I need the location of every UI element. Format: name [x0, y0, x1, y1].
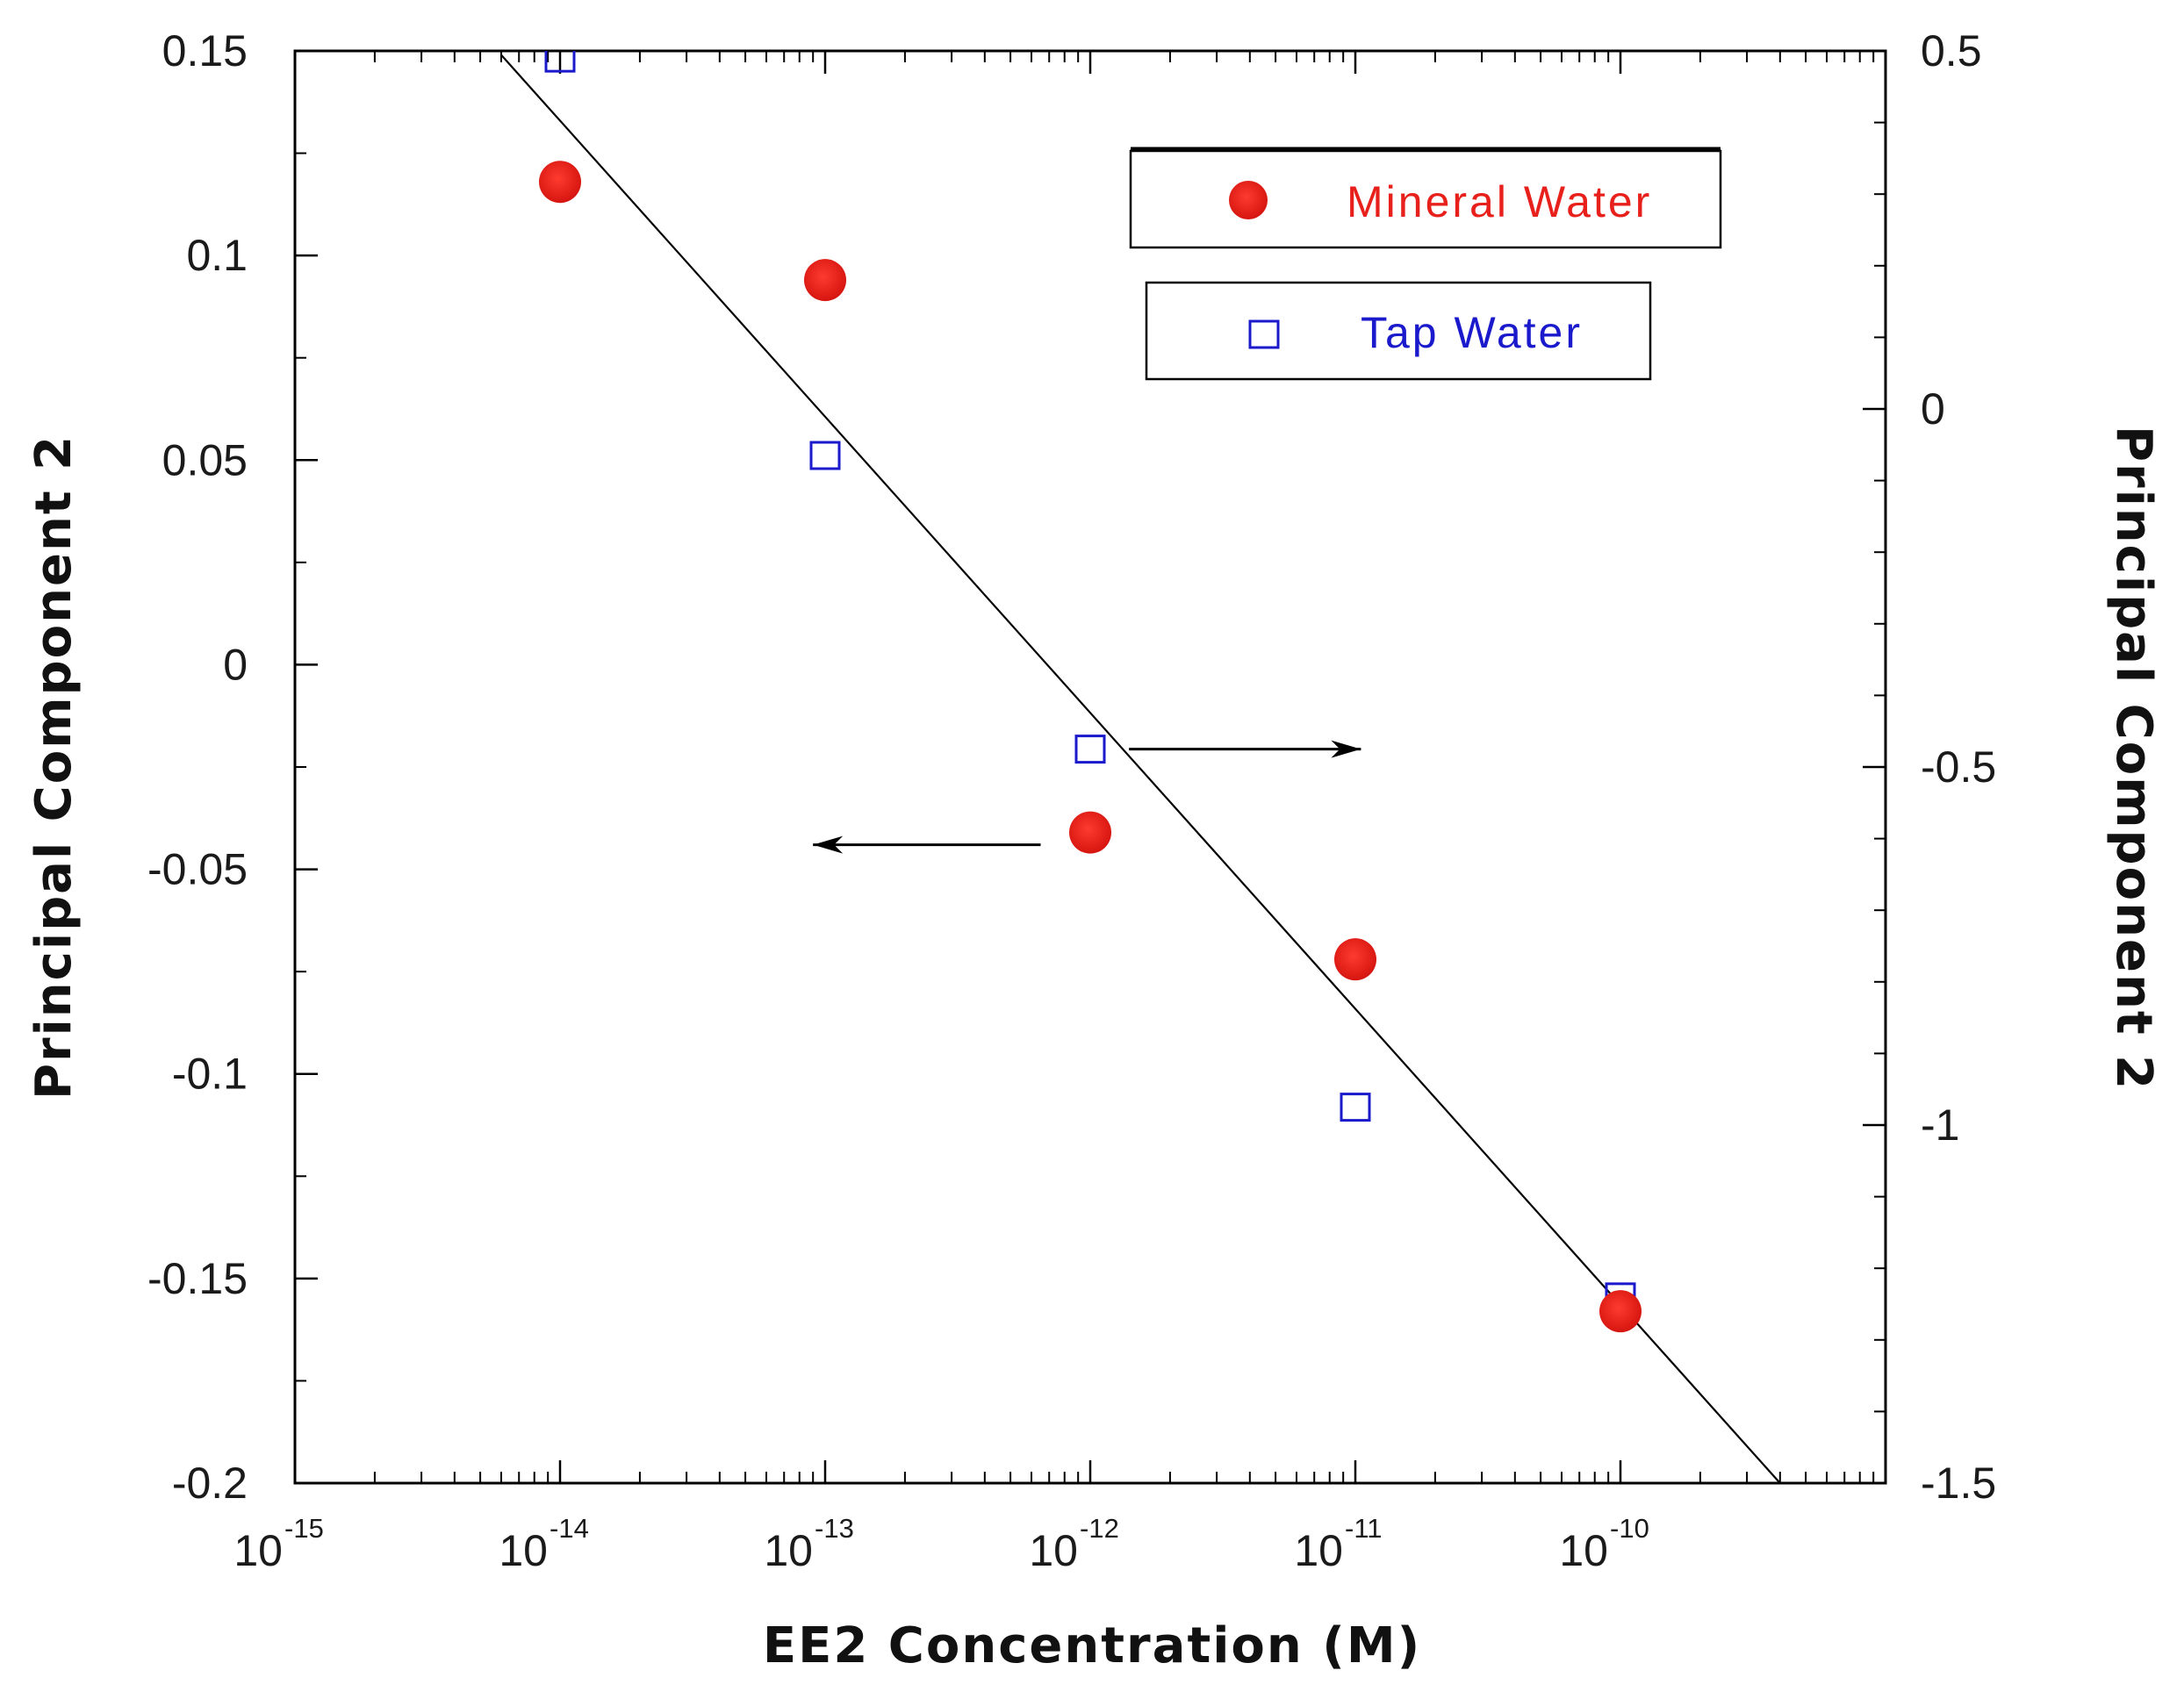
x-tick-label-base: 10 [233, 1526, 283, 1575]
y-right-tick-labels: 0.5 0 -0.5 -1 -1.5 [1921, 26, 1996, 1508]
y-left-axis-title: Principal Component 2 [25, 434, 83, 1100]
x-tick-label: 10 -12 [1029, 1513, 1118, 1575]
y-right-axis-title: Principal Component 2 [2105, 426, 2162, 1091]
plot-frame [293, 49, 1887, 1485]
x-tick-label: 10 -11 [1294, 1513, 1382, 1575]
legend-marker-mineral [1229, 181, 1268, 219]
minor-ticks [295, 51, 1886, 1483]
x-tick-label-base: 10 [764, 1526, 813, 1575]
y-right-tick-label: -1.5 [1921, 1459, 1996, 1508]
arrow-right [1129, 740, 1361, 758]
y-left-tick-label: -0.2 [172, 1459, 248, 1508]
y-left-tick-label: 0 [223, 640, 248, 689]
x-tick-label-exponent: -13 [815, 1513, 854, 1544]
x-tick-label-exponent: -10 [1610, 1513, 1649, 1544]
x-axis-title: EE2 Concentration (M) [763, 1617, 1421, 1674]
x-tick-label: 10 -13 [764, 1513, 853, 1575]
y-left-tick-label: 0.05 [162, 435, 248, 484]
tap-water-point [1340, 1093, 1371, 1122]
x-tick-label: 10 -15 [233, 1513, 323, 1575]
x-tick-label-exponent: -14 [550, 1513, 589, 1544]
x-tick-label-base: 10 [499, 1526, 548, 1575]
series-mineral-water [539, 161, 1642, 1333]
x-tick-label-exponent: -15 [284, 1513, 324, 1544]
legend-label-tap: Tap Water [1361, 308, 1583, 357]
y-right-tick-label: 0.5 [1921, 26, 1982, 75]
legend-box-tap [1145, 281, 1652, 381]
tap-water-point [544, 51, 576, 73]
y-left-tick-label: 0.15 [162, 26, 248, 75]
y-right-tick-label: 0 [1921, 384, 1945, 434]
annotation-arrows [813, 740, 1361, 854]
arrow-left [813, 835, 1041, 854]
y-left-tick-labels: 0.15 0.1 0.05 0 -0.05 -0.1 -0.15 -0.2 [147, 26, 248, 1508]
mineral-water-point [804, 259, 846, 302]
mineral-water-point [1599, 1290, 1642, 1333]
arrow-head [813, 835, 844, 854]
x-tick-labels: 10 -15 10 -14 10 -13 10 -12 10 -11 10 -10 [233, 1513, 1649, 1575]
x-tick-label-base: 10 [1029, 1526, 1078, 1575]
y-right-tick-label: -0.5 [1921, 742, 1996, 792]
arrow-head [1331, 740, 1361, 758]
x-tick-label-exponent: -12 [1080, 1513, 1119, 1544]
x-tick-label-base: 10 [1294, 1526, 1343, 1575]
y-left-tick-label: -0.15 [147, 1254, 248, 1303]
x-tick-label: 10 -10 [1559, 1513, 1649, 1575]
legend-marker-tap [1248, 319, 1280, 349]
legend-label-mineral: Mineral Water [1347, 177, 1652, 226]
y-right-tick-label: -1 [1921, 1100, 1959, 1150]
legend-tap-water: Tap Water [1145, 281, 1652, 381]
x-tick-label-base: 10 [1559, 1526, 1608, 1575]
fit-line [500, 54, 1781, 1483]
x-tick-label-exponent: -11 [1345, 1513, 1383, 1544]
legend-mineral-water: Mineral Water [1129, 147, 1722, 249]
major-ticks [293, 49, 1887, 1485]
tap-water-point [1074, 735, 1106, 764]
y-left-tick-label: -0.05 [147, 845, 248, 894]
y-left-tick-label: -0.1 [172, 1050, 248, 1099]
mineral-water-point [1334, 938, 1376, 981]
y-left-tick-label: 0.1 [186, 231, 248, 280]
mineral-water-point [539, 161, 581, 204]
mineral-water-point [1069, 811, 1111, 854]
tap-water-point [809, 441, 841, 470]
x-tick-label: 10 -14 [499, 1513, 588, 1575]
